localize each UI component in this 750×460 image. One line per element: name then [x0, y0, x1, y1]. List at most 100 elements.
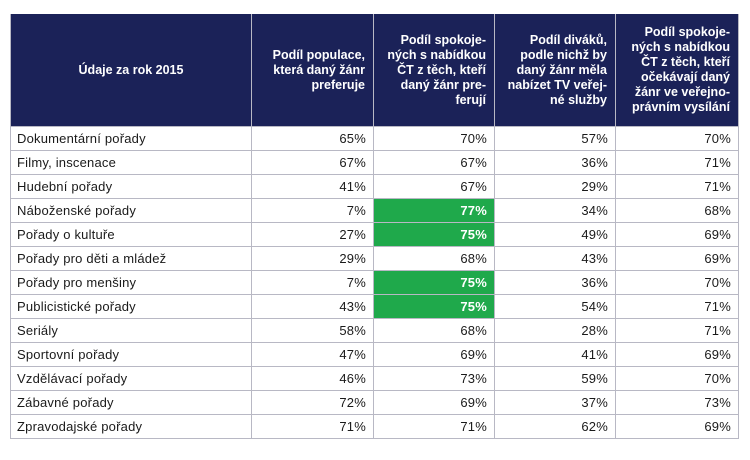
value-cell: 69% — [615, 414, 739, 439]
value-cell: 47% — [251, 342, 374, 367]
genre-label: Filmy, inscenace — [10, 150, 252, 175]
value-cell: 58% — [251, 318, 374, 343]
value-cell: 43% — [494, 246, 616, 271]
value-cell: 7% — [251, 198, 374, 223]
value-cell: 54% — [494, 294, 616, 319]
value-cell: 49% — [494, 222, 616, 247]
value-cell: 71% — [615, 150, 739, 175]
genre-preference-table: Údaje za rok 2015 Podíl populace, která da… — [10, 14, 739, 439]
value-cell: 71% — [615, 174, 739, 199]
value-cell: 69% — [615, 342, 739, 367]
genre-label: Hudební pořady — [10, 174, 252, 199]
value-cell: 46% — [251, 366, 374, 391]
table-row: Pořady pro děti a mládež 29% 68% 43% 69% — [10, 246, 739, 271]
value-cell: 36% — [494, 270, 616, 295]
header-psb-viewers: Podíl diváků, podle nichž by daný žánr měl… — [494, 14, 616, 127]
header-line: né služby — [550, 92, 607, 107]
value-cell: 75% — [373, 294, 495, 319]
genre-label: Dokumentární pořady — [10, 126, 252, 151]
value-cell: 34% — [494, 198, 616, 223]
value-cell: 70% — [615, 366, 739, 391]
genre-label: Zábavné pořady — [10, 390, 252, 415]
header-line: nabízet TV veřej- — [507, 77, 607, 92]
value-cell: 62% — [494, 414, 616, 439]
value-cell: 75% — [373, 222, 495, 247]
genre-label: Vzdělávací pořady — [10, 366, 252, 391]
value-cell: 73% — [373, 366, 495, 391]
table-row: Filmy, inscenace 67% 67% 36% 71% — [10, 150, 739, 175]
header-line: Údaje za rok 2015 — [78, 62, 184, 77]
value-cell: 36% — [494, 150, 616, 175]
value-cell: 69% — [373, 390, 495, 415]
header-year: Údaje za rok 2015 — [10, 14, 252, 127]
header-line: ČT z těch, kteří — [397, 62, 486, 77]
value-cell: 41% — [494, 342, 616, 367]
value-cell: 68% — [373, 318, 495, 343]
table-row: Náboženské pořady 7% 77% 34% 68% — [10, 198, 739, 223]
genre-label: Seriály — [10, 318, 252, 343]
header-population-share: Podíl populace, která daný žánr preferuje — [251, 14, 374, 127]
header-line: očekávají daný — [641, 70, 730, 84]
genre-label: Pořady o kultuře — [10, 222, 252, 247]
value-cell: 69% — [615, 222, 739, 247]
value-cell: 67% — [251, 150, 374, 175]
table-row: Pořady pro menšiny 7% 75% 36% 70% — [10, 270, 739, 295]
value-cell: 73% — [615, 390, 739, 415]
table-row: Seriály 58% 68% 28% 71% — [10, 318, 739, 343]
header-line: právním vysílání — [632, 100, 730, 114]
header-line: ných s nabídkou — [387, 47, 486, 62]
value-cell: 59% — [494, 366, 616, 391]
value-cell: 70% — [615, 126, 739, 151]
table-body: Dokumentární pořady 65% 70% 57% 70% Filmy, in… — [10, 126, 739, 439]
genre-label: Náboženské pořady — [10, 198, 252, 223]
table-row: Vzdělávací pořady 46% 73% 59% 70% — [10, 366, 739, 391]
value-cell: 67% — [373, 150, 495, 175]
table-container: Údaje za rok 2015 Podíl populace, která da… — [10, 14, 739, 439]
header-line: která daný žánr — [273, 62, 365, 77]
value-cell: 68% — [615, 198, 739, 223]
header-line: Podíl spokoje- — [400, 32, 486, 47]
header-line: Podíl diváků, — [529, 32, 607, 47]
genre-label: Pořady pro menšiny — [10, 270, 252, 295]
header-line: daný žánr pre- — [400, 77, 486, 92]
header-line: žánr ve veřejno- — [634, 85, 730, 99]
value-cell: 71% — [373, 414, 495, 439]
value-cell: 37% — [494, 390, 616, 415]
header-line: ných s nabídkou — [631, 40, 730, 54]
header-line: Podíl spokoje- — [644, 25, 730, 39]
genre-label: Sportovní pořady — [10, 342, 252, 367]
value-cell: 71% — [615, 294, 739, 319]
table-row: Pořady o kultuře 27% 75% 49% 69% — [10, 222, 739, 247]
table-row: Zpravodajské pořady 71% 71% 62% 69% — [10, 414, 739, 439]
genre-label: Zpravodajské pořady — [10, 414, 252, 439]
header-line: preferuje — [311, 77, 366, 92]
value-cell: 72% — [251, 390, 374, 415]
value-cell: 69% — [615, 246, 739, 271]
value-cell: 57% — [494, 126, 616, 151]
header-line: ČT z těch, kteří — [641, 55, 730, 69]
genre-label: Pořady pro děti a mládež — [10, 246, 252, 271]
value-cell: 75% — [373, 270, 495, 295]
table-row: Hudební pořady 41% 67% 29% 71% — [10, 174, 739, 199]
value-cell: 29% — [251, 246, 374, 271]
value-cell: 70% — [615, 270, 739, 295]
value-cell: 71% — [251, 414, 374, 439]
table-row: Sportovní pořady 47% 69% 41% 69% — [10, 342, 739, 367]
header-line: ferují — [455, 92, 486, 107]
header-line: podle nichž by — [520, 47, 607, 62]
header-line: Podíl populace, — [272, 47, 365, 62]
value-cell: 7% — [251, 270, 374, 295]
header-line: daný žánr měla — [516, 62, 607, 77]
value-cell: 69% — [373, 342, 495, 367]
value-cell: 29% — [494, 174, 616, 199]
value-cell: 67% — [373, 174, 495, 199]
header-satisfied-expecting: Podíl spokoje-ných s nabídkou ČT z těch, … — [615, 14, 739, 127]
value-cell: 77% — [373, 198, 495, 223]
table-row: Publicistické pořady 43% 75% 54% 71% — [10, 294, 739, 319]
table-header-row: Údaje za rok 2015 Podíl populace, která da… — [10, 14, 739, 127]
value-cell: 68% — [373, 246, 495, 271]
table-row: Dokumentární pořady 65% 70% 57% 70% — [10, 126, 739, 151]
value-cell: 27% — [251, 222, 374, 247]
value-cell: 41% — [251, 174, 374, 199]
genre-label: Publicistické pořady — [10, 294, 252, 319]
